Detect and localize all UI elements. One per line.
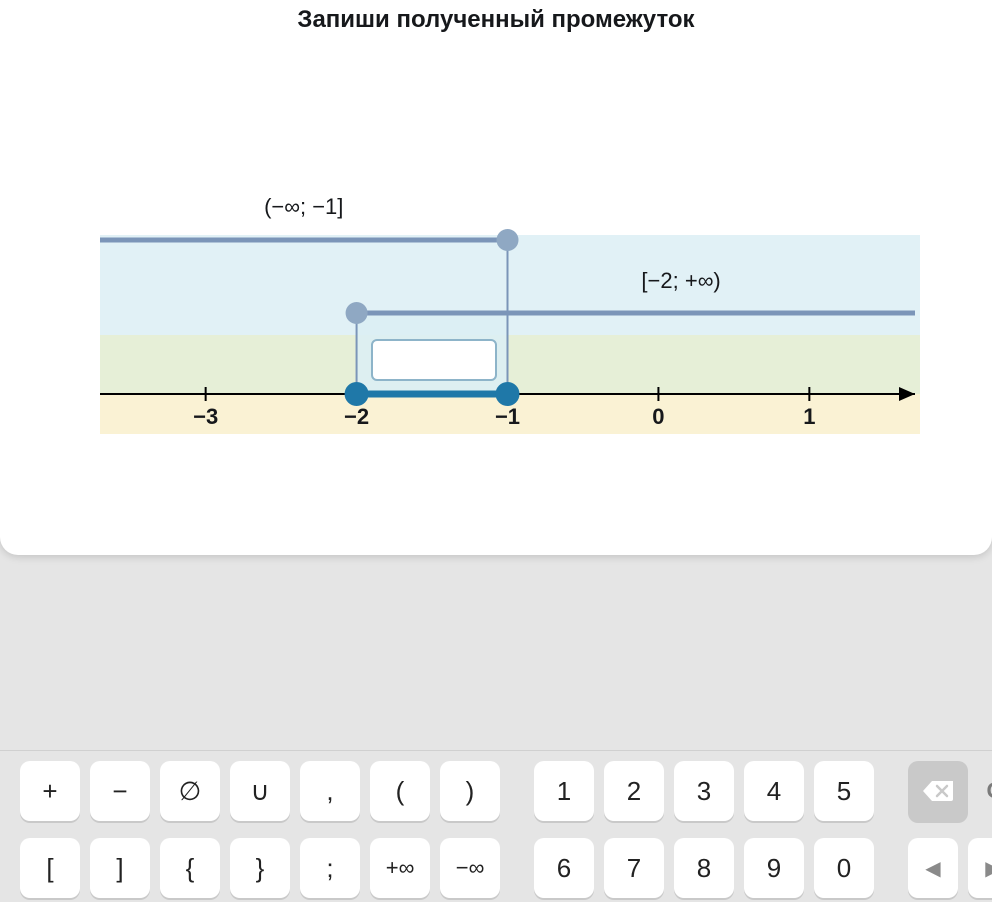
keyboard-row-2: []{};+∞−∞ 67890 ◀▶ (0, 828, 992, 902)
key-minus-infinity[interactable]: −∞ (440, 838, 500, 898)
svg-text:−2: −2 (344, 404, 369, 429)
key-∪[interactable]: ∪ (230, 761, 290, 821)
svg-text:[−2; +∞): [−2; +∞) (641, 268, 720, 293)
key-0[interactable]: 0 (814, 838, 874, 898)
key-{[interactable]: { (160, 838, 220, 898)
chart-svg: (−∞; −1] [−2; +∞) −3 −2 −1 0 1 (100, 170, 920, 435)
page-title: Запиши полученный промежуток (0, 6, 992, 34)
key-5[interactable]: 5 (814, 761, 874, 821)
backspace-key[interactable] (908, 761, 968, 821)
svg-text:(−∞; −1]: (−∞; −1] (264, 194, 343, 219)
svg-text:−1: −1 (495, 404, 520, 429)
spacer-area (0, 555, 992, 750)
key-;[interactable]: ; (300, 838, 360, 898)
backspace-icon (923, 781, 953, 801)
key-][interactable]: ] (90, 838, 150, 898)
key-−[interactable]: − (90, 761, 150, 821)
key-1[interactable]: 1 (534, 761, 594, 821)
svg-text:1: 1 (803, 404, 815, 429)
number-line-chart: (−∞; −1] [−2; +∞) −3 −2 −1 0 1 (100, 170, 920, 435)
key-plus-infinity[interactable]: +∞ (370, 838, 430, 898)
math-keyboard: +−∅∪,() 12345 OK []{};+∞−∞ 67890 ◀▶ (0, 750, 992, 897)
svg-text:0: 0 (652, 404, 664, 429)
key-,[interactable]: , (300, 761, 360, 821)
key-8[interactable]: 8 (674, 838, 734, 898)
key-[[interactable]: [ (20, 838, 80, 898)
nav-next-key[interactable]: ▶ (968, 838, 992, 898)
key-}[interactable]: } (230, 838, 290, 898)
key-4[interactable]: 4 (744, 761, 804, 821)
ok-key[interactable]: OK (978, 761, 992, 821)
key-+[interactable]: + (20, 761, 80, 821)
key-([interactable]: ( (370, 761, 430, 821)
key-2[interactable]: 2 (604, 761, 664, 821)
svg-text:−3: −3 (193, 404, 218, 429)
key-3[interactable]: 3 (674, 761, 734, 821)
keyboard-row-1: +−∅∪,() 12345 OK (0, 751, 992, 825)
key-9[interactable]: 9 (744, 838, 804, 898)
key-)[interactable]: ) (440, 761, 500, 821)
answer-input[interactable] (371, 339, 497, 381)
key-6[interactable]: 6 (534, 838, 594, 898)
key-∅[interactable]: ∅ (160, 761, 220, 821)
key-7[interactable]: 7 (604, 838, 664, 898)
problem-card: Запиши полученный промежуток (−∞; −1] [−2… (0, 0, 992, 555)
nav-prev-key[interactable]: ◀ (908, 838, 958, 898)
